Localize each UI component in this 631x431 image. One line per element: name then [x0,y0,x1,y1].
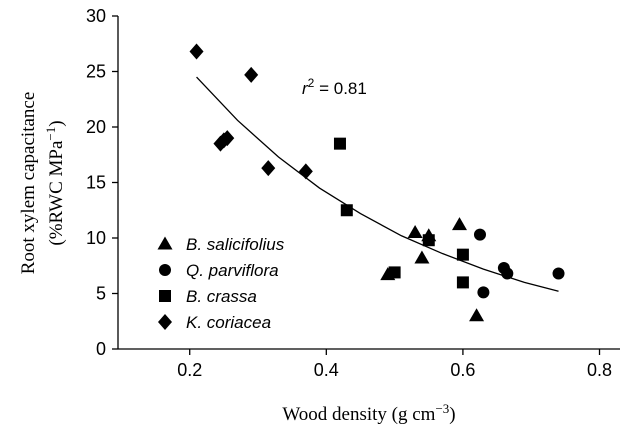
point [477,286,490,299]
annotation-r: r [302,79,309,98]
x-axis-title-sup: −3 [435,401,449,416]
point [261,160,276,177]
y-axis-title: Root xylem capacitance [18,92,39,275]
x-tick-label: 0.6 [450,360,475,380]
point [220,130,235,147]
legend-label: Q. parviflora [186,261,279,280]
legend-marker [159,264,171,276]
point [469,308,485,322]
y-axis-title-2: (%RWC MPa−1) [43,120,67,245]
legend-label: B. crassa [186,287,257,306]
y-tick-label: 25 [86,62,106,82]
point [333,137,346,150]
y-axis-title-sup: −1 [43,127,58,141]
point [340,204,353,217]
x-axis-title-text: Wood density (g cm [282,404,435,425]
point [388,266,401,279]
point [414,250,430,264]
y-tick-label: 0 [96,339,106,359]
point [407,224,423,238]
x-axis-title: Wood density (g cm−3) [282,401,455,425]
y-axis-title-text: (%RWC MPa [46,140,67,246]
point [552,267,565,280]
legend-marker [157,236,173,250]
fit-line [196,76,559,292]
y-axis-title-end: ) [46,120,67,126]
point [456,276,469,289]
legend-marker [158,314,172,330]
y-tick-label: 5 [96,284,106,304]
y-tick-label: 15 [86,173,106,193]
legend-label: K. coriacea [186,313,271,332]
legend-marker [159,290,171,302]
annotation-sup: 2 [308,76,315,90]
x-tick-label: 0.8 [587,360,612,380]
point [501,267,514,280]
point [244,66,259,83]
y-tick-label: 10 [86,228,106,248]
point [473,228,486,241]
point [451,217,467,231]
point [189,43,204,60]
point [456,248,469,261]
x-tick-label: 0.2 [177,360,202,380]
annotation: r2 = 0.81 [302,76,367,98]
legend-label: B. salicifolius [186,235,285,254]
annotation-value: = 0.81 [314,79,366,98]
x-tick-label: 0.4 [314,360,339,380]
point [298,163,313,180]
y-tick-label: 30 [86,6,106,26]
y-tick-label: 20 [86,117,106,137]
x-axis-title-end: ) [449,404,455,425]
point [422,234,435,247]
